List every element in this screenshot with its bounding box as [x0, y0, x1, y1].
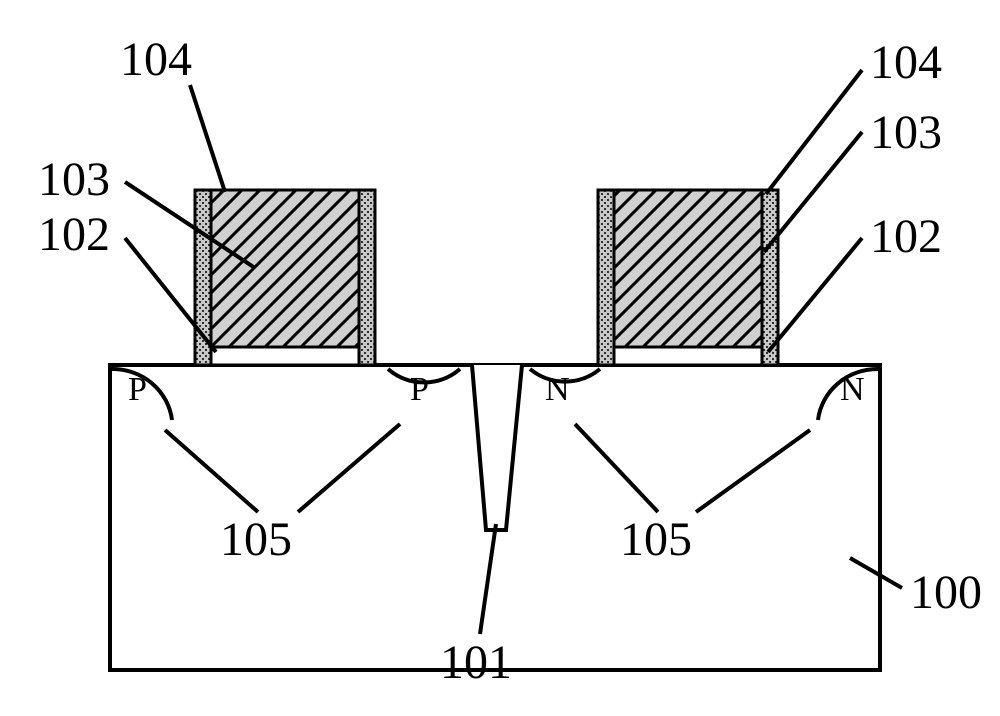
- gate-electrode-left: [211, 190, 359, 347]
- label-104-left: 104: [120, 33, 192, 86]
- label-103-right: 103: [870, 106, 942, 159]
- doping-label-n2: N: [840, 371, 865, 408]
- label-100: 100: [910, 566, 982, 619]
- gate-sidewall-right-outer: [762, 190, 778, 365]
- label-103-left: 103: [38, 153, 110, 206]
- label-102-right: 102: [870, 210, 942, 263]
- doping-label-n1: N: [545, 371, 570, 408]
- label-105-left: 105: [220, 513, 292, 566]
- gate-electrode-right: [614, 190, 762, 347]
- gate-sidewall-right-inner: [598, 190, 614, 365]
- doping-label-p1: P: [128, 371, 147, 408]
- gate-dielectric-right: [614, 347, 762, 365]
- isolation-trench: [472, 365, 522, 530]
- semiconductor-cross-section: P P N N 104 103 102 105 104 103 102 105 …: [0, 0, 1000, 716]
- label-104-right: 104: [870, 36, 942, 89]
- gate-sidewall-left-inner: [359, 190, 375, 365]
- label-101: 101: [440, 636, 512, 689]
- label-102-left: 102: [38, 208, 110, 261]
- gate-dielectric-left: [211, 347, 359, 365]
- doping-label-p2: P: [410, 371, 429, 408]
- label-105-right: 105: [620, 513, 692, 566]
